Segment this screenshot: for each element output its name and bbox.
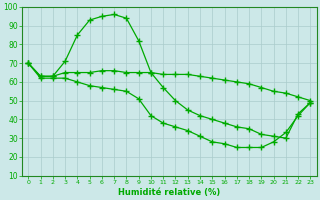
X-axis label: Humidité relative (%): Humidité relative (%): [118, 188, 220, 197]
